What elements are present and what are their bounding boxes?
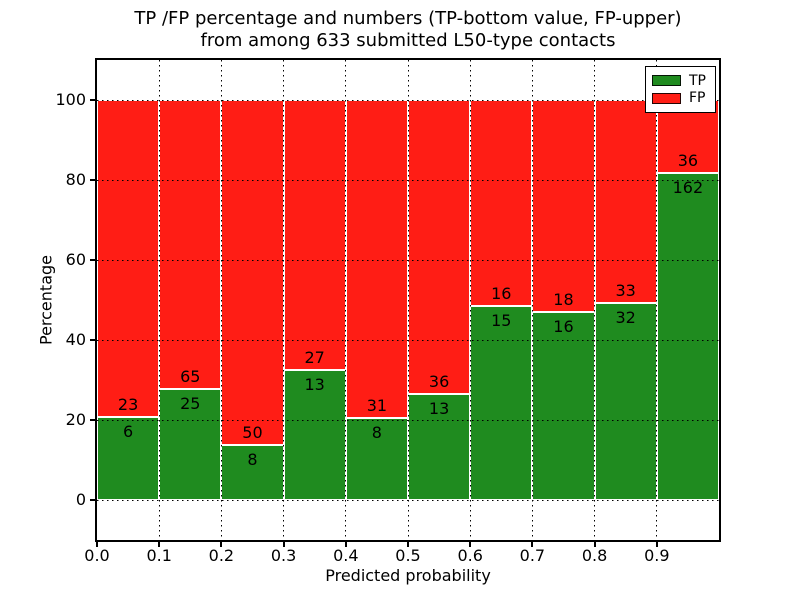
x-axis-label: Predicted probability (325, 566, 491, 585)
x-tick-label: 0.2 (208, 546, 235, 565)
y-tick-label: 80 (65, 170, 86, 189)
tp-bar-segment (408, 393, 471, 500)
tp-count-label: 25 (180, 393, 201, 413)
x-tick-mark (220, 542, 223, 547)
vertical-gridline (158, 60, 160, 540)
x-tick-label: 0.6 (457, 546, 483, 565)
vertical-gridline (469, 60, 471, 540)
vertical-gridline (283, 60, 285, 540)
x-tick-mark (344, 542, 347, 547)
x-tick-mark (593, 542, 596, 547)
fp-bar-segment (97, 100, 160, 418)
horizontal-gridline (97, 179, 719, 181)
fp-bar-segment (159, 100, 222, 389)
legend: TP FP (645, 66, 716, 113)
fp-count-label: 16 (491, 284, 512, 304)
fp-bar-segment (283, 100, 346, 370)
tp-bar-segment (532, 311, 595, 500)
tp-legend-label: TP (689, 72, 706, 89)
tp-bar-segment (470, 306, 533, 500)
fp-count-label: 65 (180, 366, 201, 386)
tp-count-label: 13 (304, 375, 325, 394)
fp-bar-segment (345, 100, 408, 418)
y-tick-mark (90, 99, 95, 101)
tp-bar-segment (159, 388, 222, 500)
vertical-gridline (407, 60, 409, 540)
x-tick-label: 0.9 (644, 546, 670, 565)
vertical-gridline (220, 60, 222, 540)
plot-area: 23 6 65 25 50 8 27 13 31 8 36 13 16 15 18 16 33 32 36 162 (97, 60, 719, 540)
legend-item-fp: FP (652, 90, 709, 106)
vertical-gridline (656, 60, 658, 540)
chart-title-line1: TP /FP percentage and numbers (TP-bottom… (134, 8, 682, 29)
fp-count-label: 36 (677, 150, 699, 170)
x-tick-mark (469, 542, 472, 547)
fp-count-label: 23 (117, 395, 139, 415)
y-tick-label: 20 (65, 410, 86, 429)
fp-count-label: 18 (553, 289, 574, 309)
fp-count-label: 36 (428, 371, 450, 391)
x-tick-label: 0.5 (395, 546, 421, 565)
x-tick-label: 0.8 (581, 546, 608, 565)
y-tick-label: 60 (65, 250, 86, 269)
tp-bar-segment (283, 370, 346, 500)
fp-legend-label: FP (689, 90, 706, 107)
tp-bar-segment (221, 444, 284, 500)
fp-bar-segment (470, 100, 533, 307)
chart-title-line2: from among 633 submitted L50-type contac… (200, 30, 616, 51)
fp-bar-segment (221, 100, 284, 445)
x-tick-label: 0.1 (146, 546, 172, 565)
tp-bar-segment (97, 417, 160, 500)
tp-count-label: 16 (553, 316, 574, 336)
tp-count-label: 15 (491, 311, 512, 331)
y-tick-label: 0 (75, 490, 86, 509)
horizontal-gridline (97, 339, 719, 341)
legend-item-tp: TP (652, 73, 709, 89)
plot-frame (95, 58, 721, 542)
horizontal-gridline (97, 259, 719, 261)
x-tick-mark (655, 542, 658, 547)
x-tick-mark (158, 542, 161, 547)
tp-count-label: 8 (371, 422, 382, 442)
tp-count-label: 162 (672, 177, 704, 197)
y-tick-mark (90, 419, 95, 421)
x-tick-mark (96, 542, 98, 547)
x-tick-mark (407, 542, 409, 547)
tp-legend-swatch (652, 75, 681, 87)
y-tick-mark (90, 259, 95, 261)
tp-count-label: 8 (247, 449, 258, 469)
chart-title: TP /FP percentage and numbers (TP-bottom… (97, 8, 719, 52)
x-tick-label: 0.0 (84, 546, 110, 565)
x-tick-mark (282, 542, 285, 547)
horizontal-gridline (97, 99, 719, 101)
y-tick-label: 100 (55, 90, 86, 109)
vertical-gridline (345, 60, 347, 540)
tp-bar-segment (345, 417, 408, 500)
tp-count-label: 32 (615, 308, 636, 328)
fp-count-label: 27 (304, 348, 325, 367)
x-tick-label: 0.7 (519, 546, 546, 565)
tp-count-label: 6 (123, 422, 134, 442)
fp-legend-swatch (652, 92, 681, 104)
horizontal-gridline (97, 419, 719, 421)
y-tick-mark (90, 339, 95, 341)
x-tick-label: 0.3 (270, 546, 297, 565)
fp-bar-segment (594, 100, 657, 304)
tp-count-label: 13 (428, 398, 450, 418)
y-tick-mark (90, 179, 95, 181)
fp-count-label: 33 (615, 281, 636, 301)
fp-count-label: 31 (366, 395, 388, 415)
fp-bar-segment (408, 100, 471, 394)
y-tick-mark (90, 499, 95, 501)
tp-bar-segment (594, 303, 657, 500)
x-tick-mark (531, 542, 534, 547)
fp-count-label: 50 (242, 422, 263, 442)
vertical-gridline (531, 60, 533, 540)
tp-bar-segment (656, 172, 719, 500)
y-tick-label: 40 (65, 330, 86, 349)
x-tick-label: 0.4 (333, 546, 359, 565)
horizontal-gridline (97, 499, 719, 501)
vertical-gridline (594, 60, 596, 540)
